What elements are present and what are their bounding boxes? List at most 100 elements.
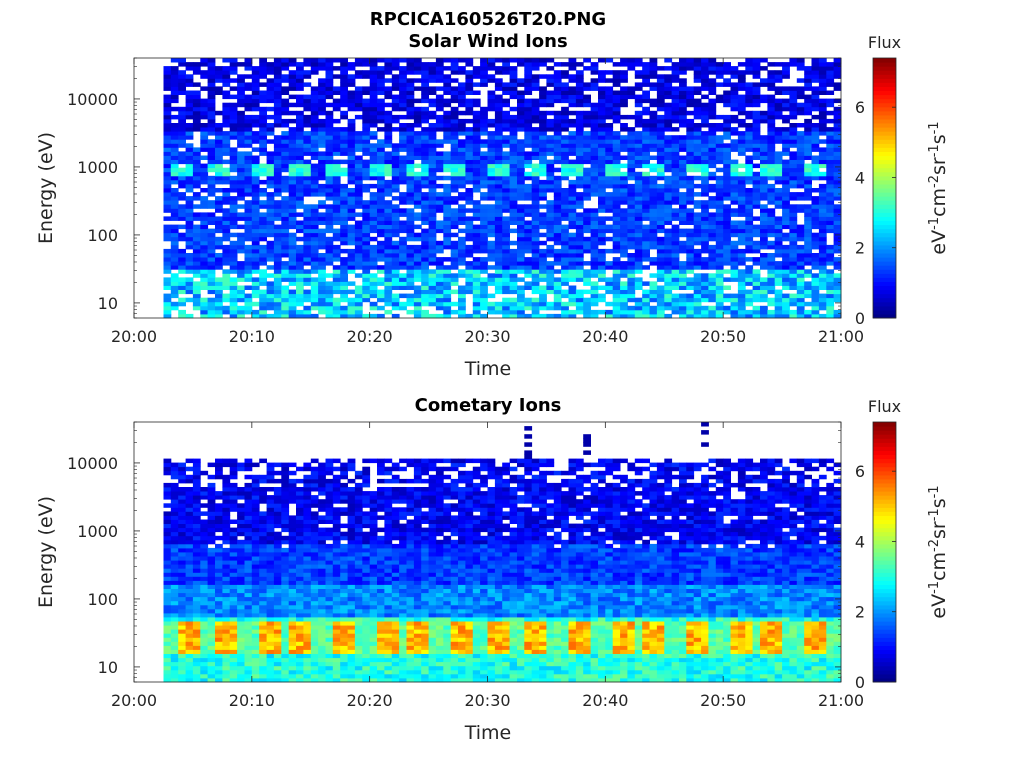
heatmap-cell bbox=[443, 293, 452, 299]
heatmap-cell bbox=[715, 208, 724, 213]
heatmap-cell bbox=[480, 220, 488, 225]
heatmap-cell bbox=[200, 167, 209, 173]
heatmap-cell bbox=[296, 196, 304, 201]
heatmap-cell bbox=[325, 110, 334, 116]
heatmap-cell bbox=[590, 135, 599, 140]
heatmap-cell bbox=[664, 167, 673, 173]
heatmap-cell bbox=[273, 90, 282, 95]
heatmap-cell bbox=[347, 253, 356, 258]
heatmap-cell bbox=[399, 265, 407, 270]
heatmap-cell bbox=[384, 131, 393, 136]
heatmap-cell bbox=[369, 216, 378, 221]
heatmap-cell bbox=[273, 179, 282, 185]
heatmap-cell bbox=[384, 297, 393, 303]
heatmap-cell bbox=[296, 285, 304, 290]
heatmap-cell bbox=[487, 106, 496, 112]
heatmap-cell bbox=[642, 188, 650, 193]
heatmap-cell bbox=[178, 289, 186, 295]
heatmap-cell bbox=[561, 200, 569, 205]
heatmap-cell bbox=[458, 313, 466, 319]
heatmap-cell bbox=[671, 277, 680, 282]
heatmap-cell bbox=[237, 135, 245, 140]
heatmap-cell bbox=[664, 74, 673, 79]
heatmap-cell bbox=[575, 82, 584, 87]
heatmap-cell bbox=[693, 66, 702, 71]
heatmap-cell bbox=[170, 106, 179, 112]
heatmap-cell bbox=[590, 127, 599, 132]
heatmap-cell bbox=[413, 289, 422, 295]
heatmap-cell bbox=[590, 289, 599, 295]
heatmap-cell bbox=[502, 62, 510, 67]
heatmap-cell bbox=[229, 179, 238, 185]
heatmap-cell bbox=[605, 114, 614, 120]
heatmap-cell bbox=[347, 151, 356, 156]
heatmap-cell bbox=[472, 216, 481, 221]
heatmap-cell bbox=[531, 196, 540, 201]
heatmap-cell bbox=[192, 70, 201, 75]
heatmap-cell bbox=[303, 192, 312, 197]
heatmap-cell bbox=[649, 147, 658, 152]
heatmap-cell bbox=[509, 123, 518, 128]
heatmap-cell bbox=[207, 86, 216, 91]
heatmap-cell bbox=[517, 248, 525, 254]
heatmap-cell bbox=[215, 196, 223, 201]
heatmap-cell bbox=[789, 86, 798, 91]
heatmap-cell bbox=[818, 102, 827, 108]
heatmap-cell bbox=[546, 228, 555, 234]
heatmap-cell bbox=[737, 70, 746, 75]
heatmap-cell bbox=[185, 175, 194, 181]
heatmap-cell bbox=[517, 163, 525, 169]
heatmap-cell bbox=[288, 155, 297, 160]
heatmap-cell bbox=[561, 127, 569, 132]
heatmap-cell bbox=[259, 313, 267, 319]
heatmap-cell bbox=[273, 281, 282, 286]
heatmap-cell bbox=[450, 110, 459, 116]
heatmap-cell bbox=[369, 102, 378, 108]
heatmap-cell bbox=[730, 163, 739, 169]
heatmap-cell bbox=[671, 155, 680, 160]
heatmap-cell bbox=[170, 114, 179, 120]
heatmap-cell bbox=[590, 257, 599, 262]
heatmap-cell bbox=[664, 305, 673, 311]
heatmap-cell bbox=[273, 58, 282, 63]
heatmap-cell bbox=[421, 179, 429, 185]
heatmap-cell bbox=[715, 265, 724, 270]
heatmap-cell bbox=[612, 248, 621, 254]
heatmap-cell bbox=[163, 224, 172, 230]
heatmap-cell bbox=[524, 139, 533, 144]
heatmap-cell bbox=[745, 90, 754, 95]
heatmap-cell bbox=[458, 94, 466, 100]
heatmap-cell bbox=[708, 261, 717, 266]
heatmap-cell bbox=[192, 244, 201, 250]
heatmap-cell bbox=[517, 212, 525, 217]
heatmap-cell bbox=[553, 135, 562, 140]
heatmap-cell bbox=[163, 297, 172, 303]
heatmap-cell bbox=[517, 82, 525, 87]
heatmap-cell bbox=[413, 204, 422, 209]
heatmap-cell bbox=[693, 261, 702, 266]
heatmap-cell bbox=[826, 62, 835, 67]
heatmap-cell bbox=[598, 102, 606, 108]
heatmap-cell bbox=[605, 281, 614, 286]
heatmap-cell bbox=[192, 269, 201, 274]
heatmap-cell bbox=[384, 163, 393, 169]
heatmap-cell bbox=[708, 123, 717, 128]
heatmap-cell bbox=[237, 110, 245, 116]
heatmap-cell bbox=[553, 143, 562, 148]
heatmap-cell bbox=[634, 192, 643, 197]
heatmap-cell bbox=[767, 240, 776, 246]
heatmap-cell bbox=[310, 58, 319, 63]
heatmap-cell bbox=[281, 248, 290, 254]
x-tick-label: 20:10 bbox=[229, 327, 275, 346]
heatmap-cell bbox=[487, 188, 496, 193]
heatmap-cell bbox=[767, 70, 776, 75]
heatmap-cell bbox=[671, 179, 680, 185]
heatmap-cell bbox=[575, 155, 584, 160]
heatmap-cell bbox=[318, 200, 326, 205]
heatmap-cell bbox=[237, 90, 245, 95]
heatmap-cell bbox=[605, 285, 614, 290]
heatmap-cell bbox=[679, 123, 687, 128]
heatmap-cell bbox=[215, 281, 223, 286]
heatmap-cell bbox=[561, 204, 569, 209]
heatmap-cell bbox=[531, 269, 540, 274]
